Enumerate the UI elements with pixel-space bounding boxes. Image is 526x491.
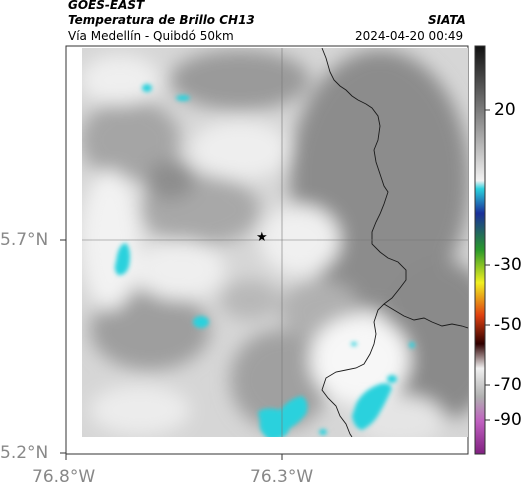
colorbar-tick-label: -50	[494, 315, 522, 335]
colorbar-tick-label: -30	[494, 255, 522, 275]
colorbar-tick-label: -90	[494, 410, 522, 430]
satellite-label: GOES-EAST	[68, 0, 145, 12]
agency-label: SIATA	[428, 13, 466, 27]
border-line-east	[383, 303, 468, 329]
cloud-field	[82, 48, 468, 437]
datetime-label: 2024-04-20 00:49	[355, 29, 464, 43]
cold-cloud-tops	[114, 84, 415, 437]
location-star-icon: ★	[256, 230, 268, 245]
colorbar-tick-label: -70	[494, 375, 522, 395]
colorbar	[474, 45, 490, 455]
colorbar-tick-label: 20	[494, 100, 516, 120]
x-tick-label: 76.3°W	[250, 467, 314, 487]
y-tick-label: 5.7°N	[0, 230, 49, 250]
region-label: Vía Medellín - Quibdó 50km	[68, 29, 234, 43]
product-title: Temperatura de Brillo CH13	[68, 13, 255, 27]
border-line	[321, 48, 407, 437]
x-tick-label: 76.8°W	[32, 467, 96, 487]
y-tick-label: 5.2°N	[0, 443, 49, 463]
